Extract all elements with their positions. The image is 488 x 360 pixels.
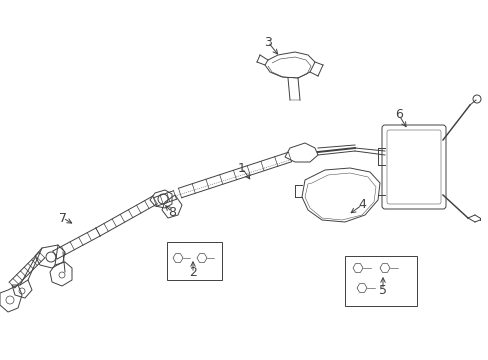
Text: 8: 8 (168, 206, 176, 219)
Text: 3: 3 (264, 36, 271, 49)
Text: 6: 6 (394, 108, 402, 122)
Text: 2: 2 (189, 266, 197, 279)
Bar (345, 256, 416, 306)
Text: 5: 5 (378, 284, 386, 297)
Bar (167, 242, 222, 280)
Text: 1: 1 (238, 162, 245, 175)
Text: 7: 7 (59, 211, 67, 225)
Text: 4: 4 (357, 198, 365, 211)
